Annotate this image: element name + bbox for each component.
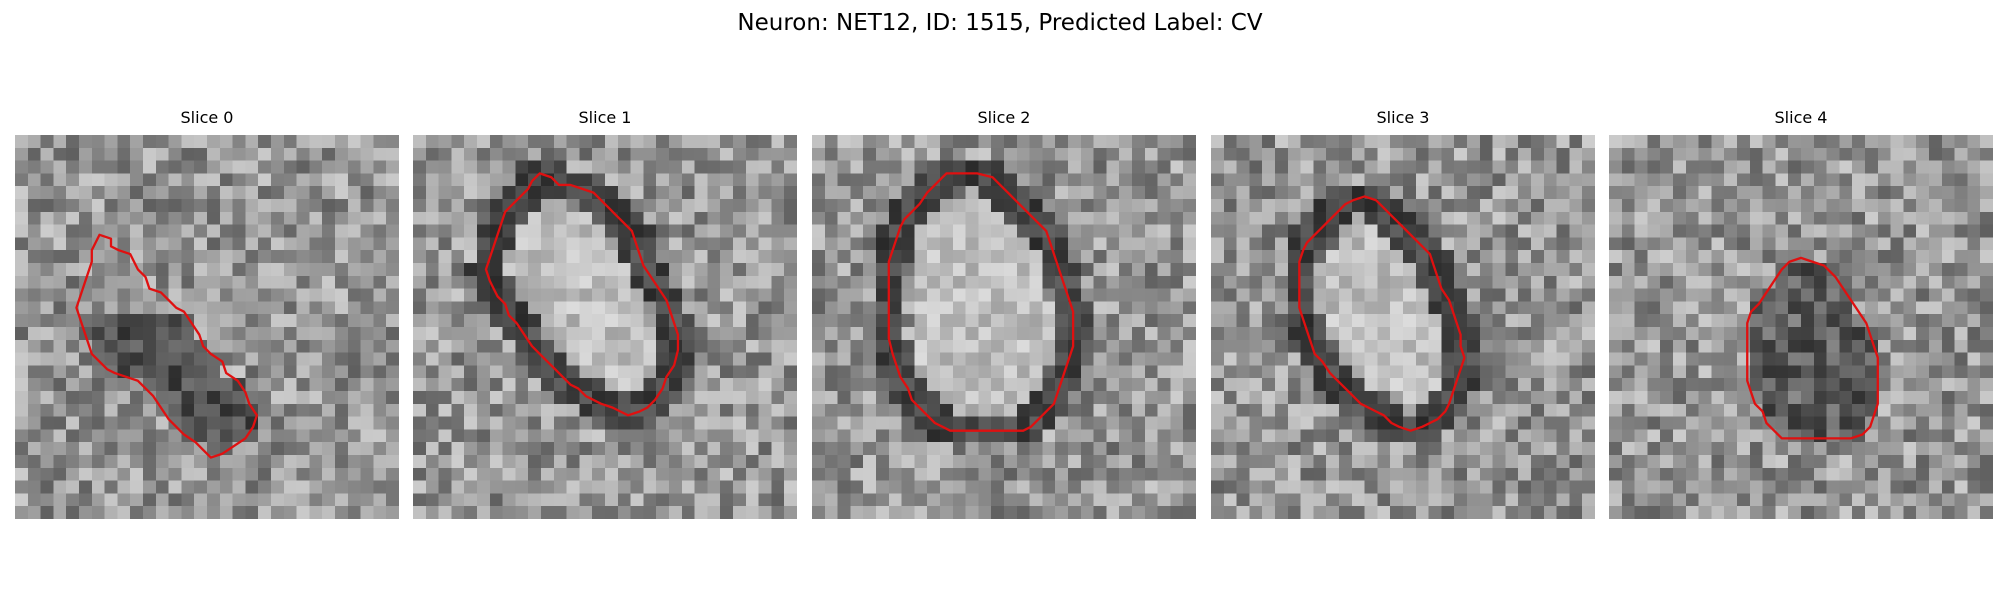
contour-overlay [484,172,680,417]
slice-panel: Slice 4 [1609,108,1993,519]
slice-image [15,135,399,519]
slice-panel: Slice 1 [413,108,797,519]
segmentation-contour [1298,195,1466,432]
slice-title: Slice 1 [578,108,632,127]
slice-title: Slice 3 [1376,108,1430,127]
contour-overlay [75,233,259,459]
contour-overlay [1298,195,1466,432]
microscopy-tile [812,135,1196,519]
segmentation-contour [887,172,1075,432]
contour-overlay [1746,256,1879,440]
microscopy-tile [413,135,797,519]
slice-image [1609,135,1993,519]
microscopy-tile [1211,135,1595,519]
contour-overlay [887,172,1075,432]
segmentation-contour [75,233,259,459]
slice-panel: Slice 2 [812,108,1196,519]
segmentation-contour [484,172,680,417]
slice-image [413,135,797,519]
slice-title: Slice 4 [1774,108,1828,127]
slice-image [812,135,1196,519]
slice-panel: Slice 0 [15,108,399,519]
slice-title: Slice 0 [180,108,234,127]
slice-title: Slice 2 [977,108,1031,127]
segmentation-contour [1746,256,1879,440]
slice-panel: Slice 3 [1211,108,1595,519]
microscopy-tile [1609,135,1993,519]
figure-title: Neuron: NET12, ID: 1515, Predicted Label… [737,10,1263,36]
slice-image [1211,135,1595,519]
